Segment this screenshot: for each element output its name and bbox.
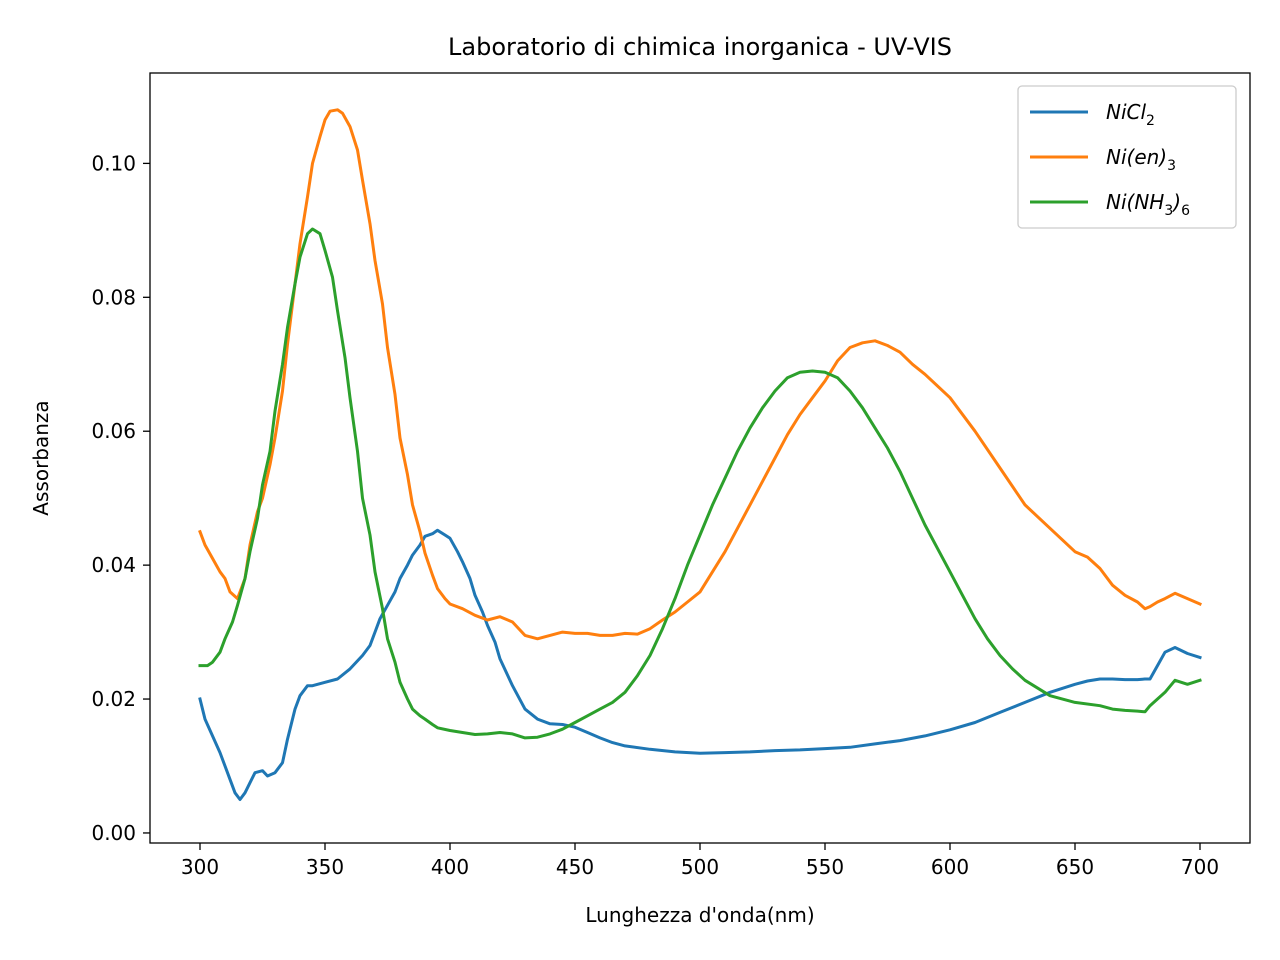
x-tick-label: 400 [431, 855, 469, 879]
x-axis-label: Lunghezza d'onda(nm) [585, 903, 814, 927]
series-line-0 [198, 528, 1202, 801]
legend-items: NiCl2 Ni(en)3 Ni(NH3)6 [1030, 100, 1190, 219]
y-tick-label: 0.06 [91, 419, 136, 443]
x-tick-label: 600 [931, 855, 969, 879]
x-tick-label: 700 [1181, 855, 1219, 879]
chart-title: Laboratorio di chimica inorganica - UV-V… [448, 33, 952, 61]
legend-label-1: Ni(en)3 [1106, 145, 1176, 174]
legend-label-0: NiCl2 [1106, 100, 1155, 129]
y-axis-ticks: 0.00 0.02 0.04 0.06 0.08 0.10 [91, 151, 150, 845]
series-layer [198, 108, 1202, 801]
y-tick-label: 0.00 [91, 821, 136, 845]
x-tick-label: 500 [681, 855, 719, 879]
legend: NiCl2 Ni(en)3 Ni(NH3)6 [1017, 85, 1237, 229]
y-tick-label: 0.04 [91, 553, 136, 577]
y-tick-label: 0.10 [91, 151, 136, 175]
x-tick-label: 300 [181, 855, 219, 879]
x-tick-label: 450 [556, 855, 594, 879]
legend-box [1017, 85, 1237, 229]
x-tick-label: 350 [306, 855, 344, 879]
x-tick-label: 650 [1056, 855, 1094, 879]
series-line-1 [198, 108, 1202, 641]
series-line-2 [198, 227, 1202, 740]
x-axis-ticks: 300 350 400 450 500 550 600 650 700 [181, 843, 1219, 879]
legend-label-2: Ni(NH3)6 [1106, 190, 1190, 219]
x-tick-label: 550 [806, 855, 844, 879]
y-axis-label: Assorbanza [29, 400, 53, 515]
y-tick-label: 0.02 [91, 687, 136, 711]
plot-area [149, 72, 1251, 844]
y-tick-label: 0.08 [91, 285, 136, 309]
